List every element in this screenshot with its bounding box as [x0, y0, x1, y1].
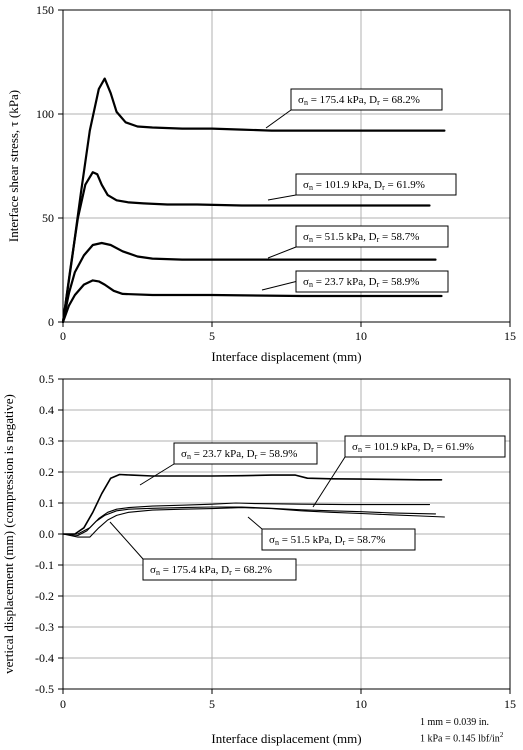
- y-tick-label: -0.2: [35, 589, 54, 603]
- series-label-box: [295, 270, 449, 293]
- series-leader-line: [109, 521, 144, 560]
- y-tick-label: -0.1: [35, 558, 54, 572]
- series-label-box: [261, 528, 416, 551]
- y-tick-label: 0.5: [39, 372, 54, 386]
- series-line-4: [61, 279, 443, 324]
- series-label-text: σn = 175.4 kPa, Dr = 68.2%: [298, 94, 420, 107]
- series-line-3: [61, 241, 437, 324]
- x-tick-label: 15: [504, 697, 516, 711]
- series-leader-line: [265, 109, 292, 129]
- series-label-1: σn = 175.4 kPa, Dr = 68.2%: [265, 88, 443, 129]
- x-tick-label: 0: [60, 697, 66, 711]
- y-tick-label: 0.3: [39, 434, 54, 448]
- x-tick-label: 5: [209, 329, 215, 343]
- x-tick-label: 10: [355, 697, 367, 711]
- series-leader-line: [267, 194, 297, 201]
- series-line-3: [62, 506, 437, 537]
- series-leader-line: [261, 281, 297, 291]
- series-label-box: [344, 435, 506, 458]
- series-label-2: σn = 101.9 kPa, Dr = 61.9%: [267, 173, 457, 201]
- y-axis-label: Interface shear stress, τ (kPa): [6, 90, 21, 242]
- series-label-text: σn = 175.4 kPa, Dr = 68.2%: [150, 564, 272, 577]
- series-line-4: [62, 507, 445, 538]
- series-label-box: [290, 88, 443, 111]
- x-tick-label: 15: [504, 329, 516, 343]
- y-tick-label: 0.2: [39, 465, 54, 479]
- y-tick-label: 0.0: [39, 527, 54, 541]
- series-label-3: σn = 51.5 kPa, Dr = 58.7%: [267, 225, 449, 259]
- series-label-text: σn = 51.5 kPa, Dr = 58.7%: [303, 231, 419, 244]
- y-tick-label: -0.5: [35, 682, 54, 696]
- x-tick-label: 10: [355, 329, 367, 343]
- series-label-1: σn = 23.7 kPa, Dr = 58.9%: [139, 442, 318, 486]
- x-axis-label: Interface displacement (mm): [211, 731, 361, 746]
- series-leader-line: [139, 463, 175, 486]
- x-tick-label: 5: [209, 697, 215, 711]
- y-tick-label: 0.4: [39, 403, 54, 417]
- y-tick-label: 50: [42, 211, 54, 225]
- series-label-text: σn = 23.7 kPa, Dr = 58.9%: [303, 276, 419, 289]
- series-label-text: σn = 101.9 kPa, Dr = 61.9%: [352, 441, 474, 454]
- conversion-note-length: 1 mm = 0.039 in.: [420, 717, 489, 728]
- series-leader-line: [247, 516, 263, 530]
- y-tick-label: 0.1: [39, 496, 54, 510]
- y-tick-label: 0: [48, 315, 54, 329]
- x-axis-label: Interface displacement (mm): [211, 349, 361, 364]
- conversion-note-pressure-exponent: 2: [499, 731, 504, 739]
- series-line-2: [61, 171, 431, 324]
- chart-vertical: 0 5 10 15 -0.5 -0.4 -0.3 -0.2 -0.1 0.0 0.1 0.2 0.3 0.…: [1, 372, 516, 746]
- y-tick-label: 150: [36, 3, 54, 17]
- series-label-4: σn = 175.4 kPa, Dr = 68.2%: [109, 521, 297, 581]
- conversion-note: 1 mm = 0.039 in. 1 kPa = 0.145 lbf/in2: [420, 717, 503, 745]
- conversion-note-pressure: 1 kPa = 0.145 lbf/in2: [420, 729, 503, 745]
- series-label-4: σn = 23.7 kPa, Dr = 58.9%: [261, 270, 449, 293]
- series-line-1: [62, 473, 443, 535]
- series-line-1: [61, 77, 446, 324]
- y-tick-label: -0.3: [35, 620, 54, 634]
- y-tick-label: -0.4: [35, 651, 54, 665]
- series-label-2: σn = 101.9 kPa, Dr = 61.9%: [312, 435, 506, 508]
- series-label-text: σn = 23.7 kPa, Dr = 58.9%: [181, 448, 297, 461]
- y-axis-label: vertical displacement (mm) (compression …: [1, 394, 16, 674]
- series-label-box: [295, 225, 449, 248]
- series-label-box: [173, 442, 318, 465]
- series-label-3: σn = 51.5 kPa, Dr = 58.7%: [247, 516, 416, 551]
- x-tick-label: 0: [60, 329, 66, 343]
- series-leader-line: [312, 456, 346, 508]
- series-label-text: σn = 51.5 kPa, Dr = 58.7%: [269, 534, 385, 547]
- series-label-text: σn = 101.9 kPa, Dr = 61.9%: [303, 179, 425, 192]
- plot-frame: [62, 9, 511, 323]
- y-tick-label: 100: [36, 107, 54, 121]
- conversion-note-pressure-text: 1 kPa = 0.145 lbf/in: [420, 733, 500, 745]
- series-label-box: [295, 173, 457, 196]
- series-leader-line: [267, 246, 297, 259]
- series-label-box: [142, 558, 297, 581]
